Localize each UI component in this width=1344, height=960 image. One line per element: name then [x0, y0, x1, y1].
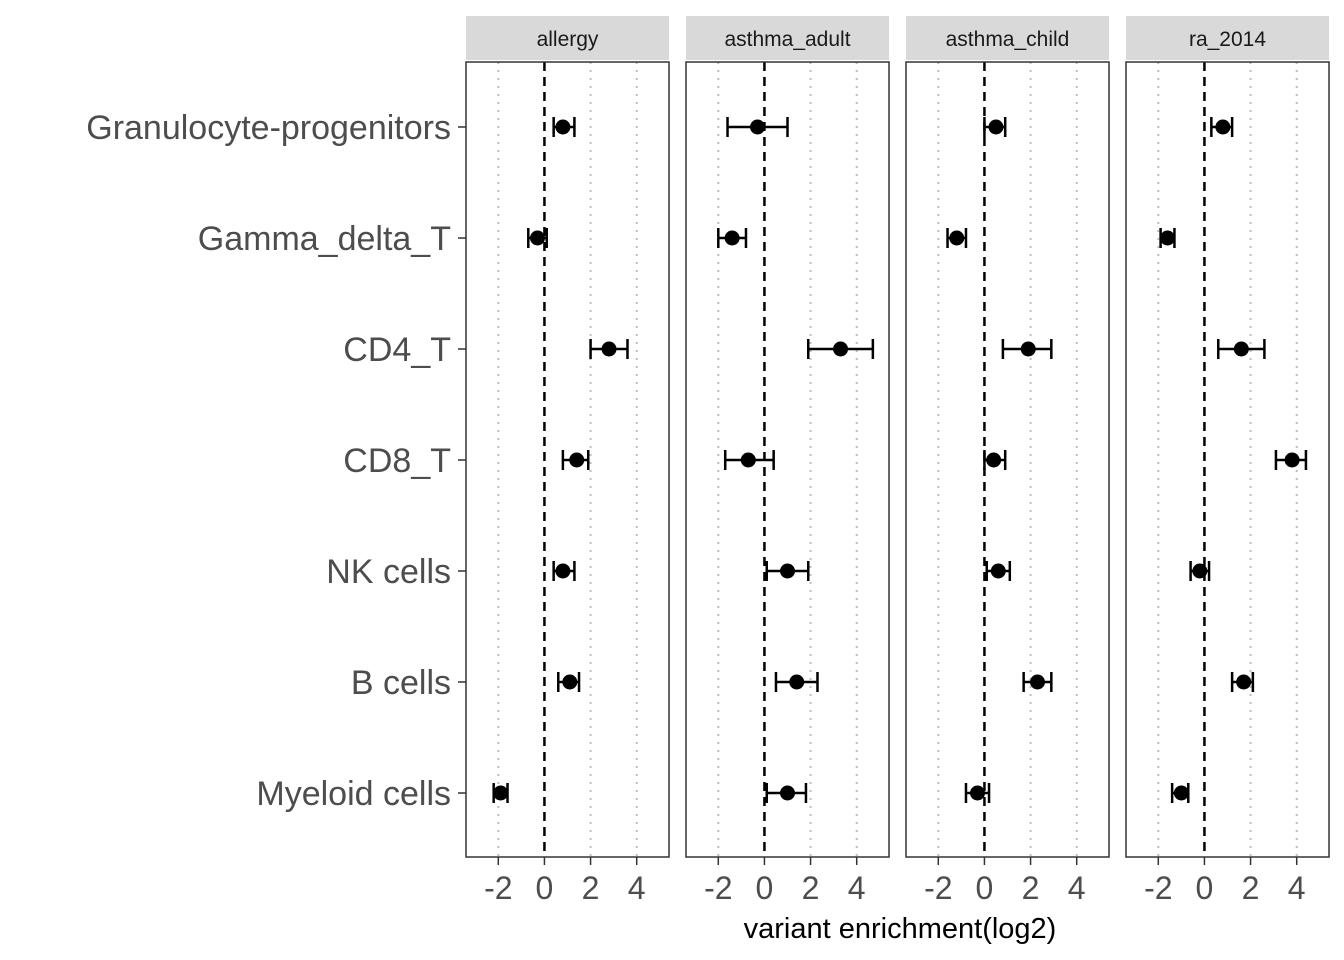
- data-point: [1020, 341, 1036, 357]
- facet-strip: [906, 16, 1109, 60]
- panel-border: [905, 61, 1110, 858]
- data-point: [1236, 674, 1252, 690]
- x-tick-label: 2: [582, 870, 600, 906]
- facet-strip: [1126, 16, 1329, 60]
- facet-panel-ra_2014: ra_2014 -2 0 2 4: [1125, 16, 1330, 906]
- data-point: [988, 119, 1004, 135]
- data-point: [1029, 674, 1045, 690]
- x-tick-label: 4: [628, 870, 646, 906]
- facet-panel-allergy: allergy -2 0 2 4: [465, 16, 670, 906]
- x-tick-label: 0: [1196, 870, 1214, 906]
- facet-panel-asthma_adult: asthma_adult -2 0 2 4: [685, 16, 890, 906]
- data-point: [750, 119, 766, 135]
- y-tick-label: B cells: [351, 664, 451, 702]
- y-tick-label: CD8_T: [343, 442, 451, 480]
- data-point: [724, 230, 740, 246]
- panel-border: [685, 61, 890, 858]
- panel-background: [686, 62, 889, 857]
- x-tick-label: 2: [1242, 870, 1260, 906]
- x-tick-label: 4: [1288, 870, 1306, 906]
- y-tick-label: CD4_T: [343, 331, 451, 369]
- data-point: [569, 452, 585, 468]
- data-point: [986, 452, 1002, 468]
- data-point: [789, 674, 805, 690]
- facet-strip: [686, 16, 889, 60]
- data-point: [970, 785, 986, 801]
- data-point: [1173, 785, 1189, 801]
- panel-border: [1125, 61, 1330, 858]
- x-tick-label: 0: [756, 870, 774, 906]
- data-point: [740, 452, 756, 468]
- data-point: [833, 341, 849, 357]
- facet-strip-label: asthma_adult: [724, 28, 850, 51]
- panel-border: [465, 61, 670, 858]
- facet-strip: [466, 16, 669, 60]
- data-point: [990, 563, 1006, 579]
- x-tick-label: 4: [848, 870, 866, 906]
- y-tick-label: NK cells: [326, 553, 451, 591]
- x-axis-title: variant enrichment(log2): [744, 913, 1057, 945]
- data-point: [1192, 563, 1208, 579]
- y-tick-label: Myeloid cells: [256, 775, 451, 813]
- data-point: [562, 674, 578, 690]
- data-point: [780, 785, 795, 801]
- data-point: [1160, 230, 1176, 246]
- data-point: [493, 785, 509, 801]
- x-tick-label: 2: [802, 870, 820, 906]
- data-point: [555, 563, 571, 579]
- facet-strip-label: allergy: [537, 28, 599, 51]
- facet-strip-label: ra_2014: [1189, 28, 1266, 51]
- x-tick-label: -2: [484, 870, 512, 906]
- x-tick-label: 0: [976, 870, 994, 906]
- data-point: [1284, 452, 1300, 468]
- data-point: [530, 230, 546, 246]
- facet-panel-asthma_child: asthma_child -2 0 2 4: [905, 16, 1110, 906]
- y-tick-label: Granulocyte-progenitors: [86, 109, 451, 147]
- data-point: [780, 563, 795, 579]
- x-tick-label: -2: [704, 870, 732, 906]
- x-tick-label: -2: [924, 870, 952, 906]
- data-point: [555, 119, 571, 135]
- data-point: [1215, 119, 1231, 135]
- x-tick-label: 0: [536, 870, 554, 906]
- facet-strip-label: asthma_child: [946, 28, 1070, 51]
- data-point: [601, 341, 617, 357]
- y-tick-label: Gamma_delta_T: [198, 220, 451, 258]
- panel-background: [906, 62, 1109, 857]
- x-tick-label: 4: [1068, 870, 1086, 906]
- data-point: [1233, 341, 1249, 357]
- x-tick-label: -2: [1144, 870, 1172, 906]
- x-tick-label: 2: [1022, 870, 1040, 906]
- data-point: [949, 230, 965, 246]
